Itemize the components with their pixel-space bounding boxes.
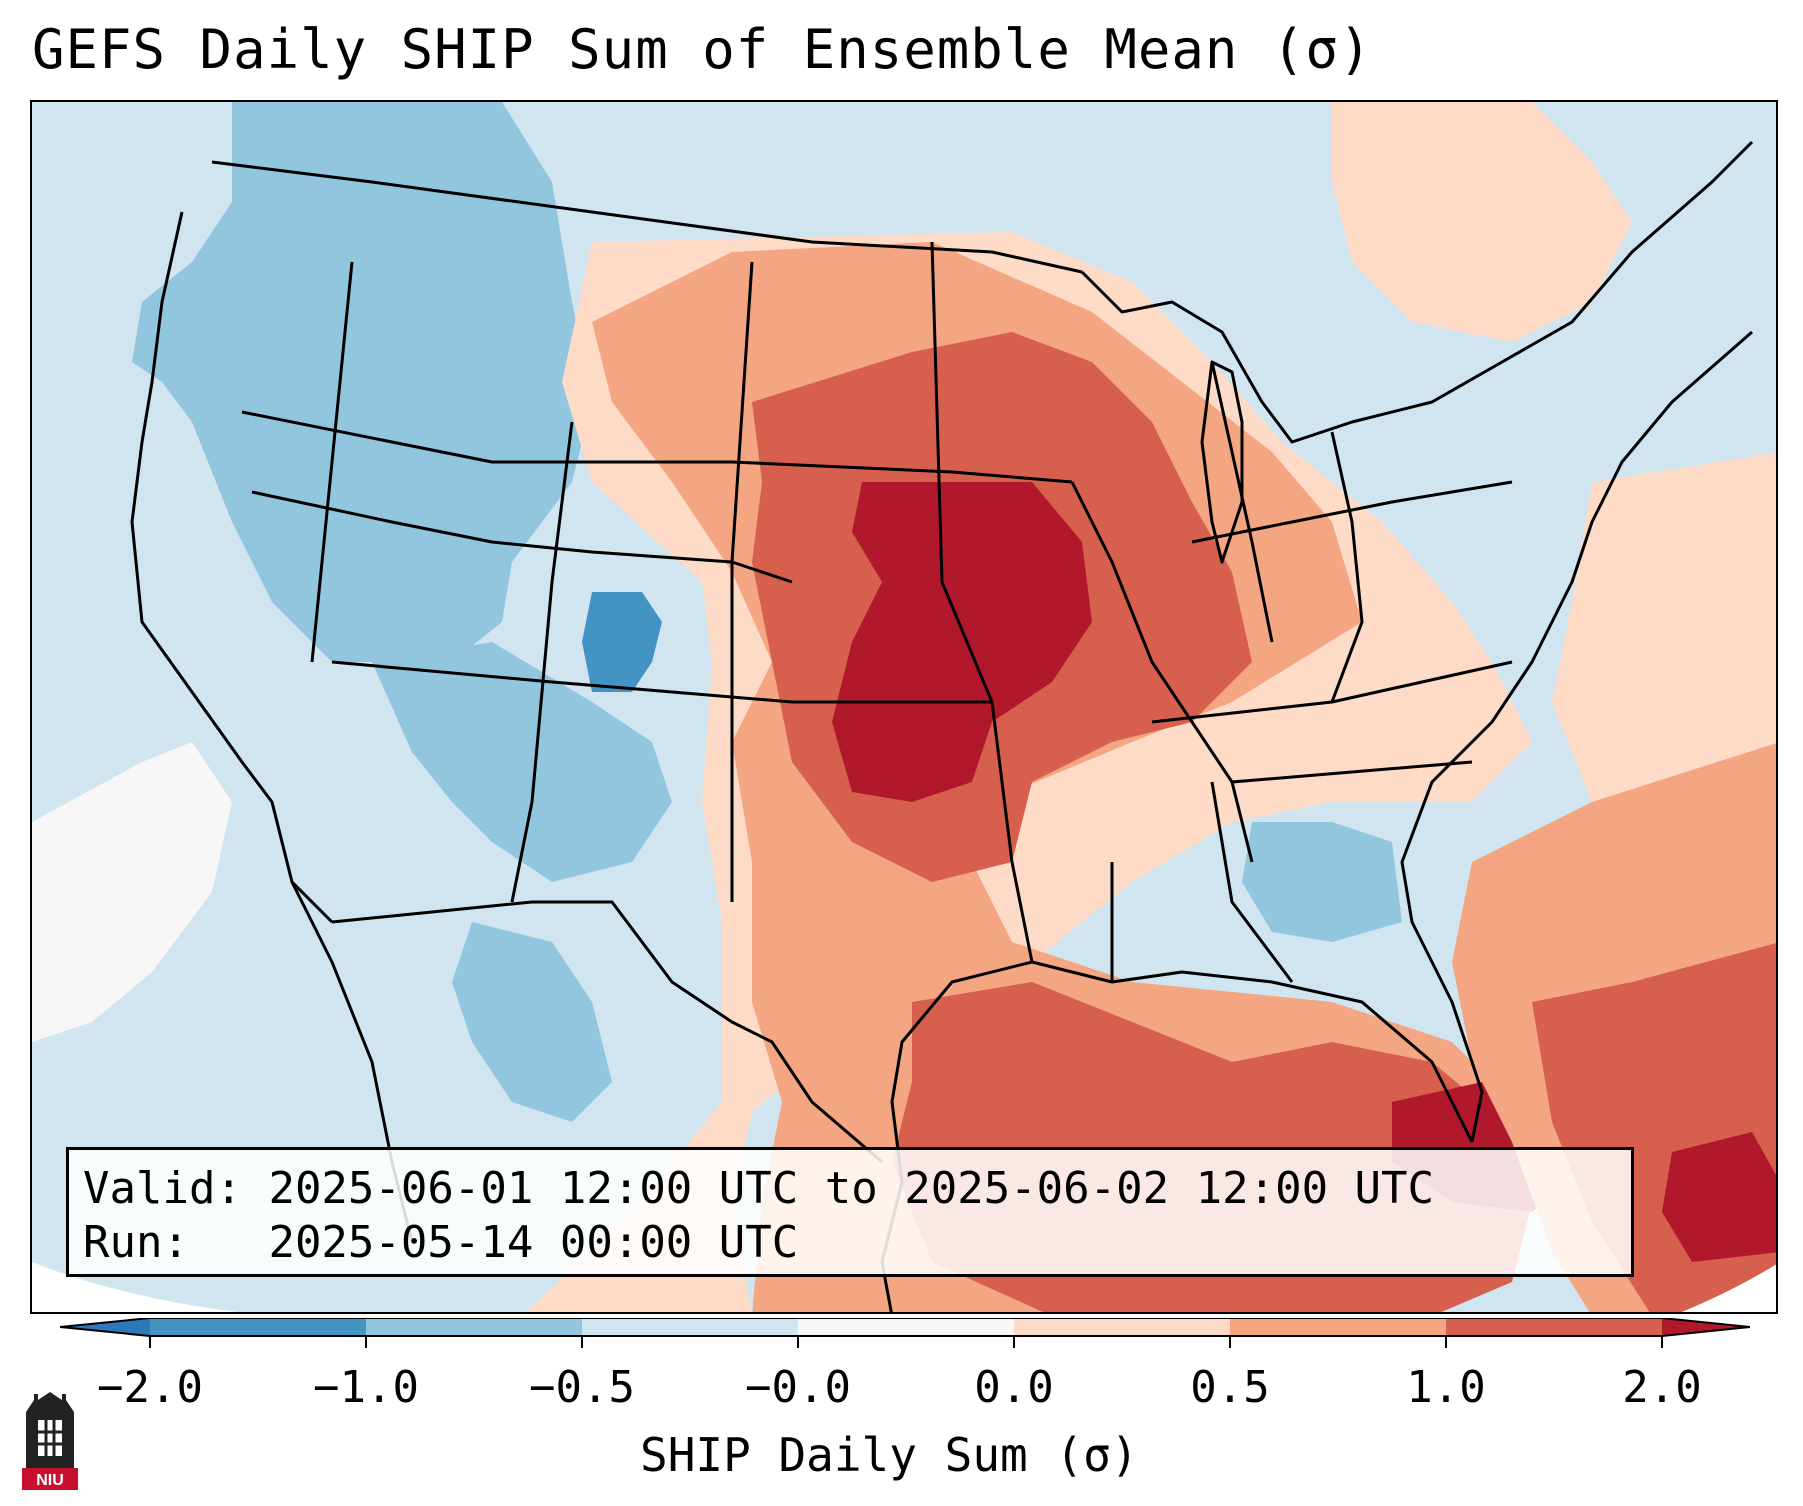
east-coastline <box>1400 330 1753 1143</box>
field-region-southwest-blue <box>372 642 672 882</box>
state-line-8 <box>1191 480 1513 544</box>
state-line-11 <box>251 490 793 584</box>
map-panel <box>30 100 1778 1314</box>
colorbar-tick-label-2: −1.0 <box>313 1362 419 1413</box>
boundary-lines <box>130 140 1754 1312</box>
state-line-5 <box>730 261 754 902</box>
colorbar-bin-4 <box>798 1318 1014 1336</box>
map-title: GEFS Daily SHIP Sum of Ensemble Mean (σ) <box>32 18 1373 81</box>
state-line-4 <box>510 421 574 903</box>
colorbar-bin-2 <box>366 1318 582 1336</box>
field-region-canada-warm <box>1332 102 1632 342</box>
colorbar-bin-7 <box>1446 1318 1662 1336</box>
state-line-13 <box>1330 431 1364 703</box>
colorbar-tick-label-5: 0.0 <box>974 1362 1054 1413</box>
ship-anomaly-map <box>32 102 1776 1312</box>
outside-domain-corner-right <box>1681 1264 1776 1312</box>
us-west-coastline <box>130 211 334 924</box>
state-line-7 <box>1070 481 1254 863</box>
niu-logo-window-grid <box>38 1420 62 1456</box>
colorbar-under-arrow <box>60 1318 150 1336</box>
niu-logo-banner <box>22 1468 78 1490</box>
great-lakes-border <box>1080 140 1754 444</box>
valid-time-value: 2025-06-01 12:00 UTC to 2025-06-02 12:00… <box>268 1163 1435 1214</box>
niu-logo-text: NIU <box>36 1472 64 1489</box>
lake-michigan <box>1200 360 1244 564</box>
valid-run-info-box: Valid: 2025-06-01 12:00 UTC to 2025-06-0… <box>66 1147 1634 1277</box>
canada-us-border <box>211 160 1083 274</box>
field-region-mexico-blue <box>452 922 612 1122</box>
field-region-bahamas-darkred <box>1662 1132 1776 1262</box>
colorbar-label: SHIP Daily Sum (σ) <box>640 1428 1139 1482</box>
niu-logo-window-lines <box>38 1420 62 1456</box>
mexico-border <box>331 900 883 1164</box>
colorbar-tick-label-1: −2.0 <box>97 1362 203 1413</box>
colorbar-ticks <box>149 1336 1663 1348</box>
field-region-core-darkred <box>832 482 1092 802</box>
field-region-pacific-neutral <box>32 742 232 1042</box>
state-line-1 <box>310 261 354 663</box>
colorbar-bin-5 <box>1014 1318 1230 1336</box>
state-line-10 <box>1231 760 1473 784</box>
colorbar-tick-label-3: −0.5 <box>529 1362 635 1413</box>
state-line-6 <box>930 241 1034 963</box>
colorbar-tick-label-7: 1.0 <box>1406 1362 1486 1413</box>
colorbar-bin-1 <box>150 1318 366 1336</box>
state-line-12 <box>1210 361 1274 643</box>
run-time-value: 2025-05-14 00:00 UTC <box>268 1217 799 1268</box>
colorbar-tick-label-8: 2.0 <box>1622 1362 1702 1413</box>
colorbar-bin-6 <box>1230 1318 1446 1336</box>
colorbar-tick-label-4: −0.0 <box>745 1362 851 1413</box>
niu-logo: NIU <box>22 1392 78 1490</box>
field-region-georgia-blue <box>1242 822 1402 942</box>
state-line-2 <box>241 410 1073 484</box>
colorbar-tick-label-6: 0.5 <box>1190 1362 1270 1413</box>
outside-domain-corner-left <box>32 1262 237 1312</box>
run-label: Run: <box>83 1217 242 1268</box>
colorbar <box>60 1318 1750 1348</box>
valid-label: Valid: <box>83 1163 242 1214</box>
field-region-atlantic-warm <box>1552 452 1776 862</box>
colorbar-over-arrow <box>1662 1318 1750 1336</box>
state-line-3 <box>331 660 992 704</box>
field-region-west-blue <box>132 102 592 662</box>
state-line-15 <box>1210 781 1294 983</box>
field-region-colorado-darkblue <box>582 592 662 692</box>
colorbar-bin-3 <box>582 1318 798 1336</box>
